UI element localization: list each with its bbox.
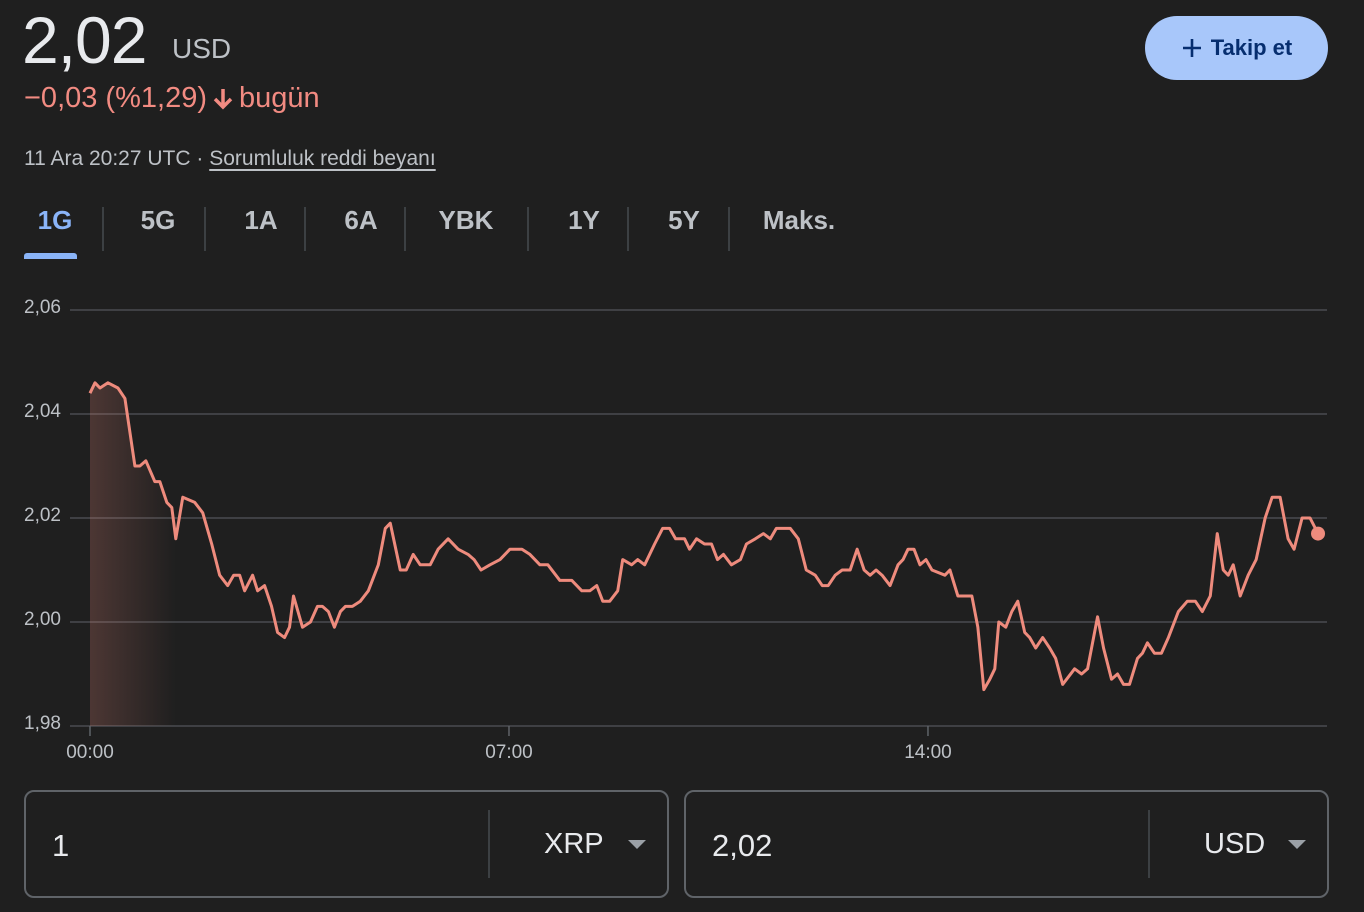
range-tab[interactable]: 1G bbox=[37, 205, 73, 235]
range-tabs: 1G 5G 1A 6A YBK 1Y 5Y Maks. bbox=[0, 205, 900, 261]
last-point bbox=[1311, 526, 1326, 541]
y-tick-label: 1,98 bbox=[24, 713, 61, 734]
tab-separator bbox=[204, 207, 206, 251]
y-tick-label: 2,04 bbox=[24, 401, 61, 422]
range-tab[interactable]: 6A bbox=[344, 205, 378, 235]
to-amount[interactable]: 2,02 bbox=[712, 828, 773, 863]
price-line bbox=[88, 381, 1320, 692]
follow-label: Takip et bbox=[1210, 35, 1293, 60]
disclaimer-link[interactable]: Sorumluluk reddi beyanı bbox=[209, 147, 436, 170]
range-tab[interactable]: 1A bbox=[244, 205, 278, 235]
change: −0,03 (%1,29) bugün bbox=[24, 82, 320, 115]
y-tick-label: 2,06 bbox=[24, 297, 61, 318]
tab-separator bbox=[102, 207, 104, 251]
x-tick-label: 14:00 bbox=[904, 742, 952, 763]
dropdown-caret bbox=[1288, 840, 1306, 849]
period: bugün bbox=[238, 82, 320, 114]
tab-separator bbox=[527, 207, 529, 251]
plus-icon bbox=[1182, 39, 1201, 57]
range-tab[interactable]: Maks. bbox=[762, 205, 836, 235]
to-currency[interactable]: USD bbox=[1204, 828, 1266, 860]
range-tab[interactable]: YBK bbox=[438, 205, 494, 235]
tab-separator bbox=[304, 207, 306, 251]
from-box[interactable]: 1 XRP bbox=[24, 790, 669, 898]
change-value: −0,03 (%1,29) bbox=[24, 82, 207, 114]
area-fade bbox=[90, 382, 176, 726]
separator: · bbox=[196, 147, 204, 170]
from-currency[interactable]: XRP bbox=[544, 828, 604, 860]
to-box[interactable]: 2,02 USD bbox=[684, 790, 1329, 898]
divider bbox=[488, 810, 490, 878]
timestamp: 11 Ara 20:27 UTC bbox=[24, 147, 191, 170]
tab-separator bbox=[627, 207, 629, 251]
price: 2,02 bbox=[22, 3, 147, 77]
meta: 11 Ara 20:27 UTC · Sorumluluk reddi beya… bbox=[24, 147, 436, 171]
x-tick-label: 00:00 bbox=[66, 742, 114, 763]
x-tick-label: 07:00 bbox=[485, 742, 533, 763]
y-tick-label: 2,00 bbox=[24, 609, 61, 630]
from-amount[interactable]: 1 bbox=[52, 828, 70, 863]
chart: 1,98 2,00 2,02 2,04 2,06 00:00 07:00 14:00 bbox=[24, 297, 1327, 763]
y-tick-label: 2,02 bbox=[24, 505, 61, 526]
dropdown-caret bbox=[628, 840, 646, 849]
divider bbox=[1148, 810, 1150, 878]
range-tab[interactable]: 1Y bbox=[568, 205, 600, 235]
follow-button[interactable]: Takip et bbox=[1145, 16, 1328, 80]
down-arrow bbox=[213, 88, 233, 109]
tab-separator bbox=[728, 207, 730, 251]
active-underline bbox=[24, 253, 77, 259]
tab-separator bbox=[404, 207, 406, 251]
currency: USD bbox=[172, 33, 232, 64]
range-tab[interactable]: 5G bbox=[140, 205, 176, 235]
range-tab[interactable]: 5Y bbox=[668, 205, 700, 235]
